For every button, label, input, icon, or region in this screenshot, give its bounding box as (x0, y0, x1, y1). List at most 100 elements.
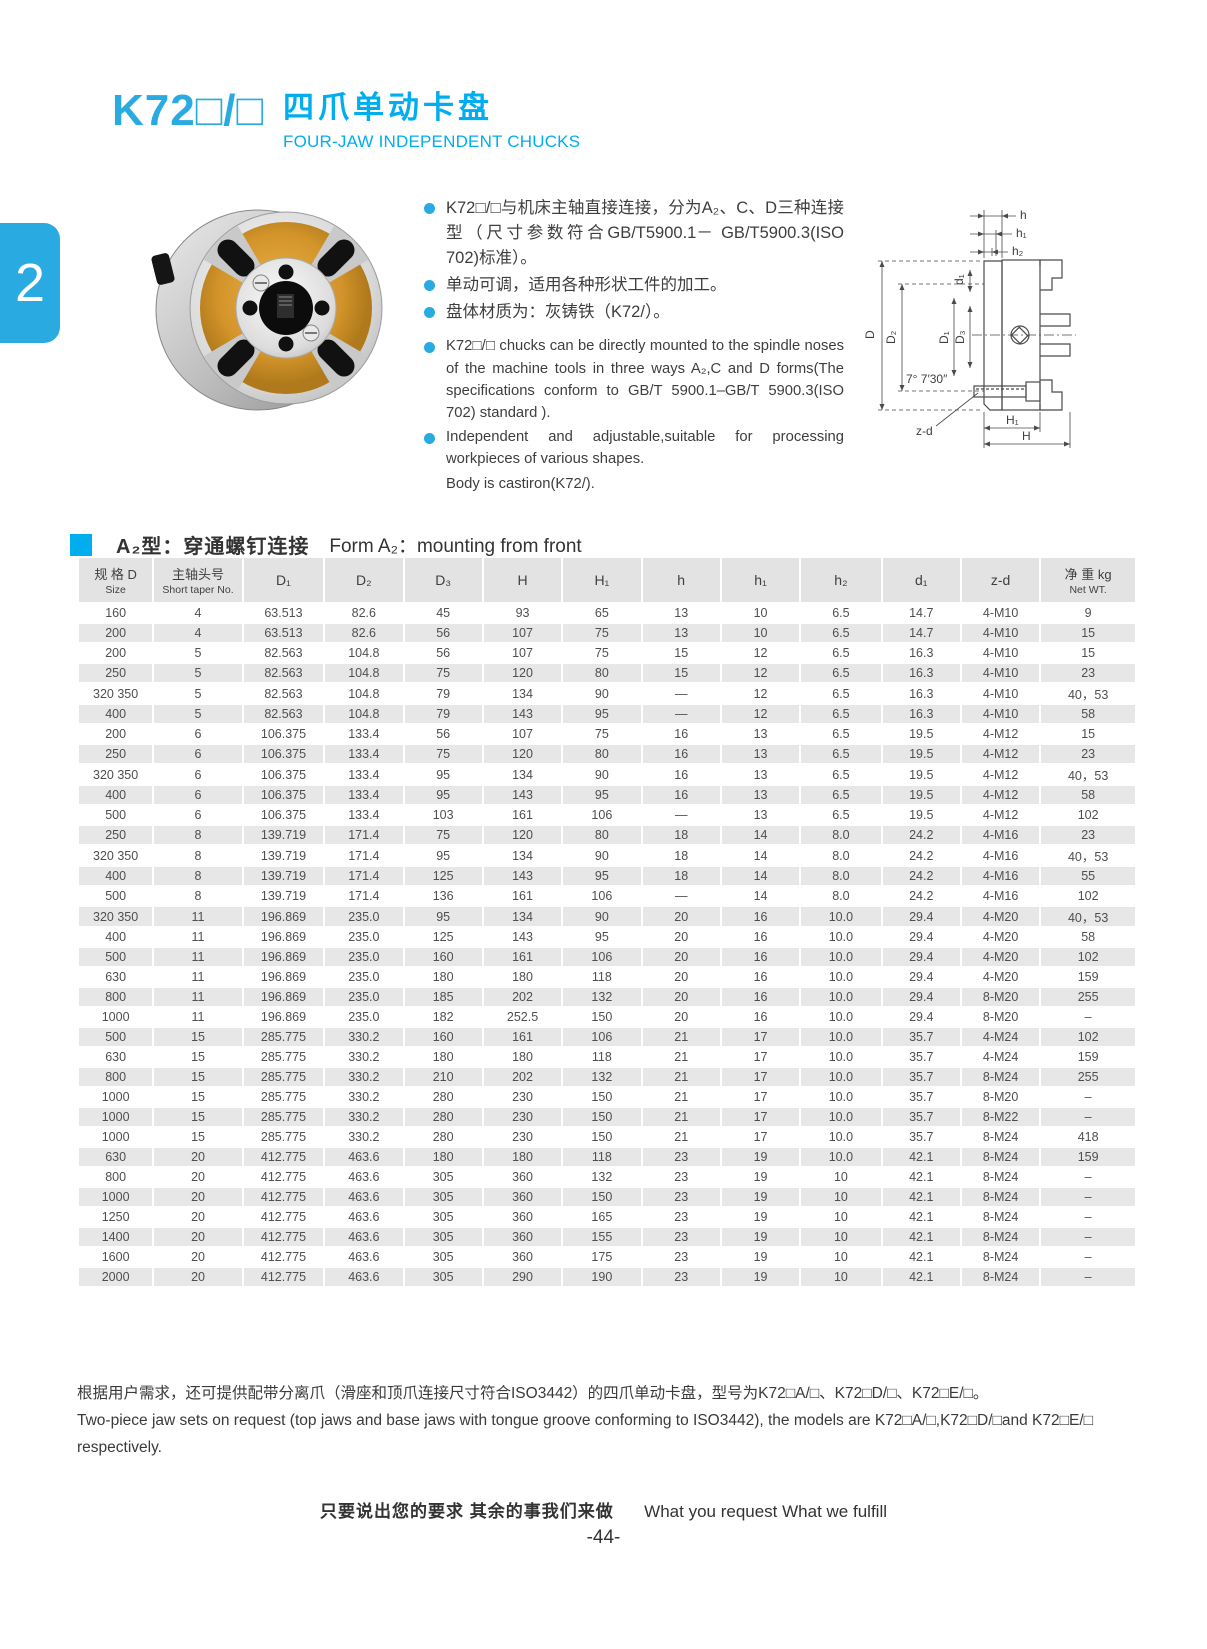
table-cell: 400 (76, 703, 155, 725)
table-cell: 6 (152, 784, 244, 806)
table-cell: 15 (1039, 642, 1137, 664)
table-cell: 42.1 (880, 1246, 962, 1268)
table-cell: 8-M24 (959, 1246, 1042, 1268)
page-title-en: FOUR-JAW INDEPENDENT CHUCKS (283, 132, 581, 151)
table-cell: 95 (402, 784, 484, 806)
page-title: 四爪单动卡盘 FOUR-JAW INDEPENDENT CHUCKS (283, 82, 580, 152)
table-cell: 196.869 (241, 905, 326, 928)
table-cell: 10.0 (799, 1066, 883, 1088)
table-cell: 95 (402, 905, 484, 928)
table-cell: 133.4 (323, 804, 405, 826)
table-cell: 630 (76, 966, 155, 988)
table-cell: 8-M24 (959, 1206, 1042, 1228)
dim-label-D: D (863, 330, 877, 339)
dim-label-H1: H₁ (1006, 413, 1019, 427)
table-cell: 15 (152, 1106, 244, 1128)
table-cell: 20 (152, 1266, 244, 1288)
table-cell: 106.375 (241, 723, 326, 745)
table-cell: 106.375 (241, 784, 326, 806)
table-cell: 90 (561, 844, 643, 867)
dim-label-zd: z-d (916, 424, 933, 438)
table-cell: 330.2 (323, 1026, 405, 1048)
table-cell: 24.2 (880, 824, 962, 846)
table-cell: 107 (481, 622, 564, 644)
table-cell: 80 (561, 824, 643, 846)
table-cell: 12 (719, 642, 802, 664)
table-cell: 160 (402, 1026, 484, 1048)
table-cell: 320 350 (76, 763, 155, 786)
table-cell: 4-M16 (959, 824, 1042, 846)
table-cell: 330.2 (323, 1046, 405, 1068)
table-cell: 2000 (76, 1266, 155, 1288)
table-cell: 13 (719, 784, 802, 806)
table-cell: 103 (402, 804, 484, 826)
table-cell: 80 (561, 662, 643, 684)
table-row: 400 11 196.869 235.0 125 143 95 20 16 10.0 29.4 4-M… (76, 926, 1137, 948)
table-cell: 29.4 (880, 986, 962, 1008)
table-cell: 42.1 (880, 1226, 962, 1248)
table-row: 400 6 106.375 133.4 95 143 95 16 13 6.5 19.5 4-M12 5… (76, 784, 1137, 806)
table-cell: 19 (719, 1166, 802, 1188)
table-cell: 90 (561, 763, 643, 786)
table-cell: 161 (481, 885, 564, 907)
table-cell: 196.869 (241, 986, 326, 1008)
table-row: 250 6 106.375 133.4 75 120 80 16 13 6.5 19.5 4-M12 2… (76, 743, 1137, 765)
table-cell: 200 (76, 622, 155, 644)
table-row: 800 20 412.775 463.6 305 360 132 23 19 10 42.1 8-M2… (76, 1166, 1137, 1188)
table-cell: 13 (719, 743, 802, 765)
table-row: 1250 20 412.775 463.6 305 360 165 23 19 10 42.1 8-M… (76, 1206, 1137, 1228)
table-cell: 16 (719, 946, 802, 968)
table-cell: 230 (481, 1106, 564, 1128)
table-cell: 104.8 (323, 642, 405, 664)
table-cell: 161 (481, 804, 564, 826)
table-cell: 8-M20 (959, 986, 1042, 1008)
feature-text: Body is castiron(K72/). (446, 475, 595, 492)
table-cell: 5 (152, 703, 244, 725)
table-cell: 1250 (76, 1206, 155, 1228)
table-cell: 159 (1039, 1046, 1137, 1068)
table-cell: 285.775 (241, 1046, 326, 1068)
table-cell: 4-M10 (959, 642, 1042, 664)
table-cell: 17 (719, 1086, 802, 1108)
table-col-header-zh: 规 格 D (94, 567, 137, 582)
table-cell: 20 (640, 1006, 722, 1028)
table-cell: 75 (561, 642, 643, 664)
table-cell: 16 (719, 1006, 802, 1028)
table-cell: 23 (1039, 743, 1137, 765)
table-cell: 42.1 (880, 1146, 962, 1168)
table-cell: 10 (719, 622, 802, 644)
table-cell: 120 (481, 662, 564, 684)
table-cell: 11 (152, 946, 244, 968)
table-cell: 6.5 (799, 743, 883, 765)
table-cell: 82.6 (323, 602, 405, 624)
table-cell: 133.4 (323, 723, 405, 745)
section-header: A₂型：穿通螺钉连接 Form A₂：mounting from front (70, 530, 582, 559)
table-col-header: 净 重 kg Net WT. (1039, 556, 1137, 604)
table-cell: 42.1 (880, 1206, 962, 1228)
table-cell: 196.869 (241, 1006, 326, 1028)
table-cell: 42.1 (880, 1166, 962, 1188)
table-cell: 29.4 (880, 1006, 962, 1028)
table-cell: 400 (76, 784, 155, 806)
table-cell: 21 (640, 1026, 722, 1048)
table-cell: 159 (1039, 1146, 1137, 1168)
table-cell: 42.1 (880, 1266, 962, 1288)
dim-label-D3: D₃ (953, 330, 967, 344)
table-cell: 19 (719, 1226, 802, 1248)
table-cell: 35.7 (880, 1126, 962, 1148)
bullet-icon (424, 433, 435, 445)
table-cell: 305 (402, 1266, 484, 1288)
table-cell: – (1039, 1226, 1137, 1248)
table-cell: 171.4 (323, 885, 405, 907)
table-col-header-en: Size (105, 584, 126, 596)
table-cell: 400 (76, 865, 155, 887)
dim-label-h1: h₁ (1016, 226, 1027, 240)
table-cell: 418 (1039, 1126, 1137, 1148)
table-cell: 360 (481, 1246, 564, 1268)
table-cell: — (640, 804, 722, 826)
table-cell: 10.0 (799, 1086, 883, 1108)
table-row: 1600 20 412.775 463.6 305 360 175 23 19 10 42.1 8-M… (76, 1246, 1137, 1268)
section-title-zh: A₂型：穿通螺钉连接 (116, 536, 310, 558)
table-cell: 132 (561, 986, 643, 1008)
feature-text: Independent and adjustable,suitable for … (446, 429, 844, 468)
